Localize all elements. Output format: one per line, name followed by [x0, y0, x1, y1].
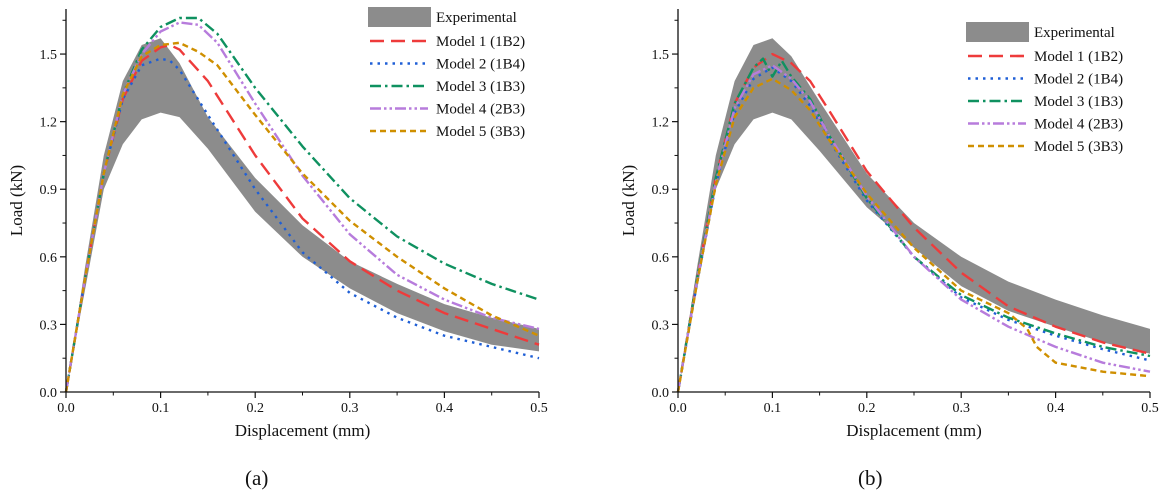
legend-label-m2: Model 2 (1B4)	[1034, 72, 1123, 88]
experimental-band	[66, 38, 539, 393]
x-tick-label: 0.4	[1047, 401, 1065, 416]
x-axis-label: Displacement (mm)	[846, 421, 982, 440]
x-tick-label: 0.4	[436, 401, 454, 416]
x-tick-label: 0.0	[669, 401, 687, 416]
legend-label-m5: Model 5 (3B3)	[1034, 139, 1123, 155]
legend-label-experimental: Experimental	[436, 10, 517, 26]
series-line-m4	[676, 64, 1151, 393]
legend-label-m1: Model 1 (1B2)	[1034, 49, 1123, 65]
legend-label-m2: Model 2 (1B4)	[436, 57, 525, 73]
legend-label-experimental: Experimental	[1034, 25, 1115, 41]
legend-label-m5: Model 5 (3B3)	[436, 124, 525, 140]
x-tick-label: 0.1	[764, 401, 782, 416]
y-tick-label: 0.9	[652, 183, 670, 198]
chart-panel-a: 0.0 0.1 0.2 0.3 0.4 0.5 0.0 0.3 0.6 0.9 1.2 1.5 Disp…	[7, 7, 548, 440]
x-tick-label: 0.5	[530, 401, 548, 416]
y-tick-label: 0.0	[652, 386, 670, 401]
x-tick-label: 0.1	[152, 401, 170, 416]
legend-label-m3: Model 3 (1B3)	[1034, 94, 1123, 110]
y-tick-label: 0.0	[40, 386, 58, 401]
caption-a: (a)	[245, 466, 269, 490]
series-line-m2	[676, 66, 1151, 393]
y-tick-label: 0.6	[40, 251, 58, 266]
y-tick-label: 1.5	[652, 48, 670, 63]
x-tick-label: 0.2	[858, 401, 876, 416]
x-tick-label: 0.2	[246, 401, 264, 416]
x-tick-label: 0.3	[341, 401, 359, 416]
y-tick-label: 1.5	[40, 48, 58, 63]
series-line-m4	[64, 21, 540, 393]
legend-swatch-experimental	[368, 7, 431, 27]
series-line-m5	[64, 41, 540, 393]
y-axis-label: Load (kN)	[7, 165, 26, 236]
chart-panel-b: 0.0 0.1 0.2 0.3 0.4 0.5 0.0 0.3 0.6 0.9 1.2 1.5 Disp…	[619, 9, 1159, 440]
x-axis-label: Displacement (mm)	[235, 421, 371, 440]
legend-swatch-experimental	[966, 22, 1029, 42]
y-tick-label: 1.2	[40, 116, 58, 131]
x-tick-label: 0.5	[1141, 401, 1159, 416]
series-line-m2	[64, 57, 540, 393]
x-tick-label: 0.3	[952, 401, 970, 416]
y-tick-label: 0.9	[40, 183, 58, 198]
legend-label-m1: Model 1 (1B2)	[436, 34, 525, 50]
legend-label-m4: Model 4 (2B3)	[436, 102, 525, 118]
legend-label-m3: Model 3 (1B3)	[436, 79, 525, 95]
caption-b: (b)	[858, 466, 883, 490]
y-axis-label: Load (kN)	[619, 165, 638, 236]
legend-label-m4: Model 4 (2B3)	[1034, 117, 1123, 133]
y-tick-label: 1.2	[652, 116, 670, 131]
y-tick-label: 0.3	[652, 318, 670, 333]
experimental-band	[678, 38, 1150, 393]
x-tick-label: 0.0	[57, 401, 75, 416]
y-tick-label: 0.3	[40, 318, 58, 333]
y-tick-label: 0.6	[652, 251, 670, 266]
series-line-m5	[676, 77, 1151, 393]
